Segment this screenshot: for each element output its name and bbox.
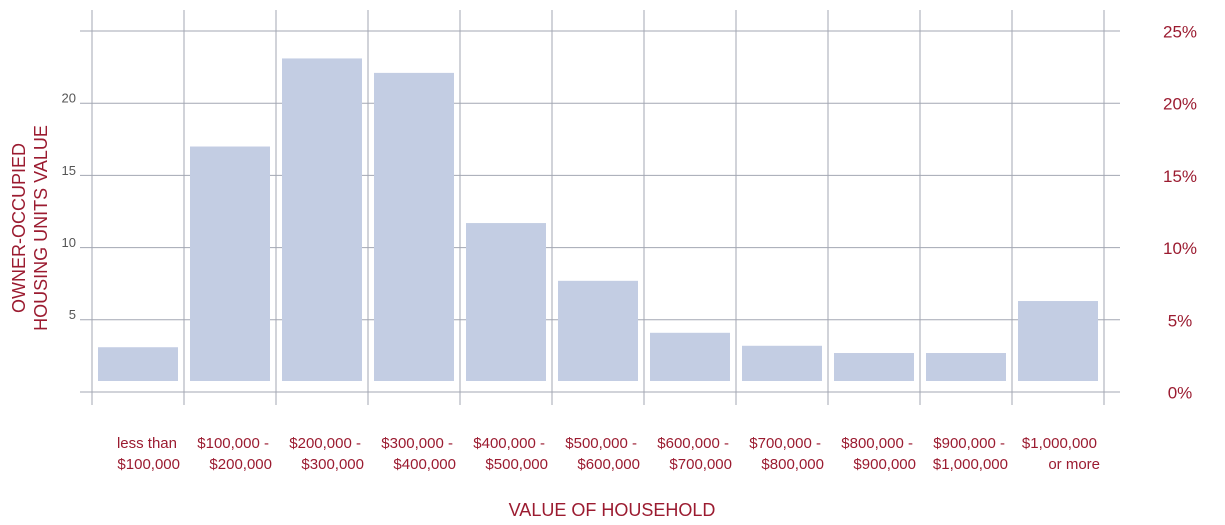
x-tick-label: $700,000 xyxy=(669,456,732,473)
x-tick-label: $900,000 xyxy=(853,456,916,473)
x-tick-label: less than xyxy=(117,435,177,452)
bar xyxy=(98,347,178,381)
y-tick-label: 10 xyxy=(62,235,76,250)
x-tick-label: $900,000 - xyxy=(933,435,1005,452)
x-tick-label: $1,000,000 xyxy=(1022,435,1097,452)
x-tick-label: $100,000 - xyxy=(197,435,269,452)
x-tick-label: $300,000 - xyxy=(381,435,453,452)
x-tick-label: $500,000 xyxy=(485,456,548,473)
x-tick-label: $400,000 - xyxy=(473,435,545,452)
y-tick-label: 20 xyxy=(62,91,76,106)
x-tick-label: $700,000 - xyxy=(749,435,821,452)
y2-tick-label: 25% xyxy=(1163,22,1197,41)
y-axis-title: OWNER-OCCUPIED HOUSING UNITS VALUE xyxy=(9,125,51,331)
x-tick-label: $500,000 - xyxy=(565,435,637,452)
x-tick-label: $200,000 xyxy=(209,456,272,473)
x-tick-label: $1,000,000 xyxy=(933,456,1008,473)
y2-tick-label: 0% xyxy=(1168,383,1193,402)
bar xyxy=(466,223,546,381)
bar xyxy=(650,332,730,381)
x-tick-label: $600,000 - xyxy=(657,435,729,452)
x-tick-label: $300,000 xyxy=(301,456,364,473)
y2-tick-label: 10% xyxy=(1163,239,1197,258)
x-tick-label: $400,000 xyxy=(393,456,456,473)
bar xyxy=(1018,301,1098,381)
bar xyxy=(742,345,822,381)
y2-tick-label: 15% xyxy=(1163,167,1197,186)
bar xyxy=(190,146,270,381)
x-axis-title: VALUE OF HOUSEHOLD xyxy=(509,500,716,520)
y2-tick-label: 20% xyxy=(1163,95,1197,114)
y-tick-label: 5 xyxy=(69,307,76,322)
bar xyxy=(926,353,1006,381)
x-tick-label: $600,000 xyxy=(577,456,640,473)
bar xyxy=(558,280,638,381)
x-tick-label: $800,000 - xyxy=(841,435,913,452)
y-axis-title-line: HOUSING UNITS VALUE xyxy=(31,125,51,331)
bar xyxy=(282,58,362,381)
y-axis-title-line: OWNER-OCCUPIED xyxy=(9,143,29,313)
x-tick-label: or more xyxy=(1048,456,1100,473)
y-tick-label: 15 xyxy=(62,163,76,178)
bar xyxy=(374,72,454,381)
y2-tick-label: 5% xyxy=(1168,311,1193,330)
x-tick-label: $200,000 - xyxy=(289,435,361,452)
x-tick-label: $100,000 xyxy=(117,456,180,473)
x-tick-label: $800,000 xyxy=(761,456,824,473)
bar xyxy=(834,353,914,381)
